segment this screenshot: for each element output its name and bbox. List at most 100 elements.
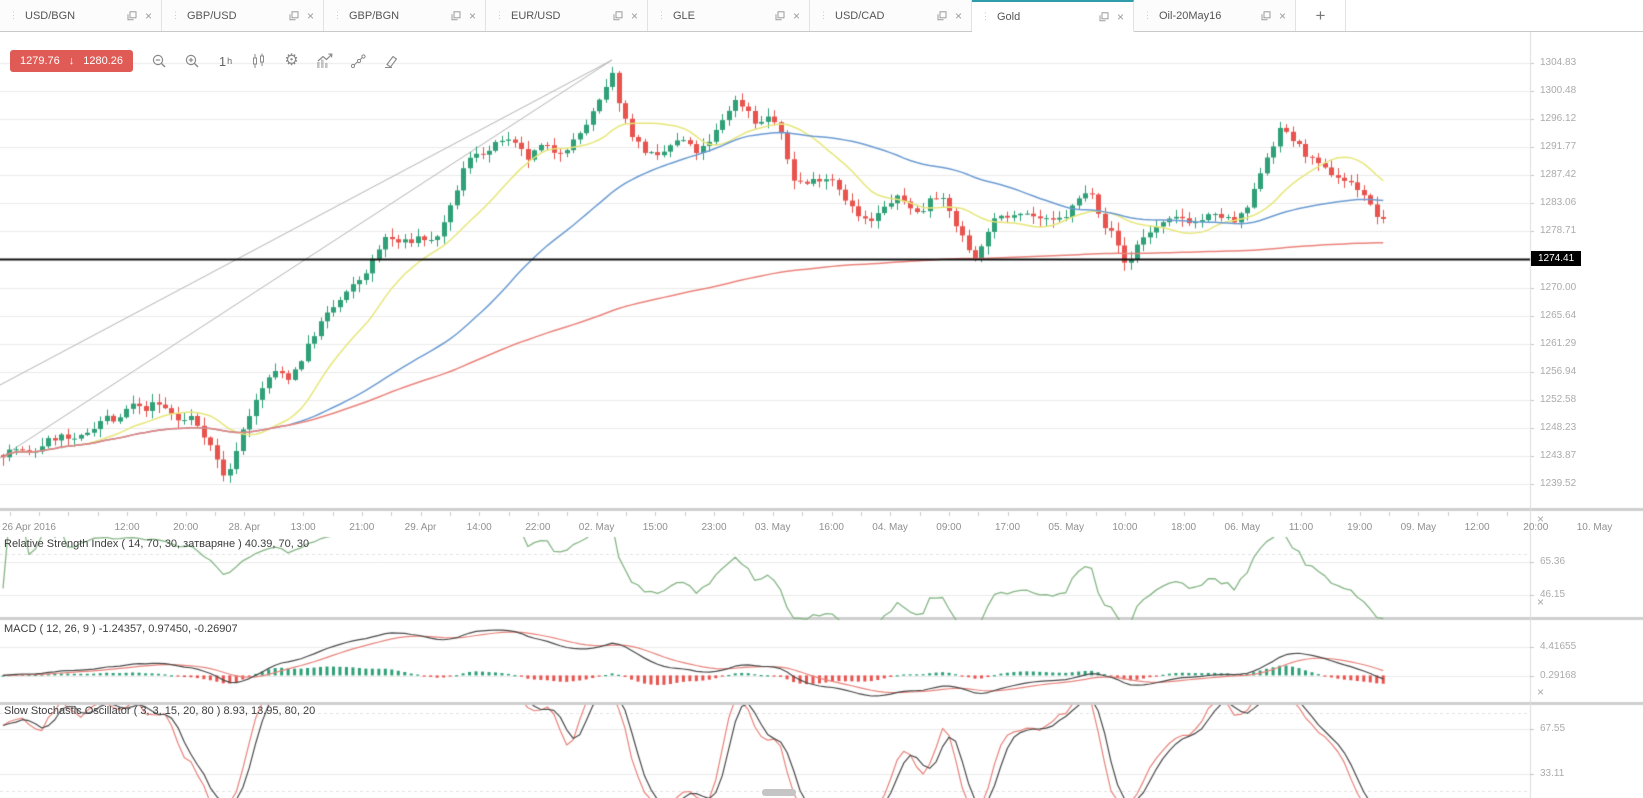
horizontal-scrollbar-thumb[interactable] bbox=[762, 789, 796, 796]
price-axis-label: 1256.94 bbox=[1540, 365, 1577, 377]
zoom-in-icon bbox=[185, 54, 199, 67]
tab-eur-usd[interactable]: ⋮ EUR/USD × bbox=[486, 0, 648, 31]
time-axis-label: 03. May bbox=[754, 522, 791, 533]
tab-popout-icon[interactable] bbox=[775, 10, 785, 21]
candlestick-icon bbox=[253, 53, 265, 68]
tab-drag-handle-icon[interactable]: ⋮ bbox=[819, 10, 828, 20]
time-axis-label: 23:00 bbox=[701, 522, 727, 533]
tab-popout-icon[interactable] bbox=[613, 10, 623, 21]
tab-popout-icon[interactable] bbox=[1099, 11, 1109, 22]
tab-close-icon[interactable]: × bbox=[468, 8, 476, 23]
tab-close-icon[interactable]: × bbox=[1116, 9, 1124, 24]
price-axis-label: 1278.71 bbox=[1540, 225, 1577, 237]
tab-label: GLE bbox=[673, 9, 696, 22]
tab-popout-icon[interactable] bbox=[1261, 10, 1271, 21]
eraser-button[interactable] bbox=[374, 49, 407, 73]
tab-gold[interactable]: ⋮ Gold × bbox=[972, 0, 1134, 32]
tab-popout-icon[interactable] bbox=[127, 10, 137, 21]
chart-style-button[interactable] bbox=[242, 49, 275, 73]
tab-close-icon[interactable]: × bbox=[1278, 8, 1286, 23]
time-axis-start-label: 26 Apr 2016 bbox=[2, 522, 56, 533]
zoom-in-button[interactable] bbox=[176, 49, 209, 73]
time-axis-label: 06. May bbox=[1224, 522, 1261, 533]
price-axis-label: 1296.12 bbox=[1540, 113, 1577, 125]
settings-button[interactable]: ⚙ bbox=[275, 49, 308, 73]
tab-drag-handle-icon[interactable]: ⋮ bbox=[981, 11, 990, 21]
tab-drag-handle-icon[interactable]: ⋮ bbox=[495, 10, 504, 20]
price-axis-label: 1239.52 bbox=[1540, 477, 1577, 489]
tab-label: Oil-20May16 bbox=[1159, 9, 1222, 22]
time-axis-label: 22:00 bbox=[525, 522, 551, 533]
price-chart-canvas[interactable] bbox=[0, 32, 1643, 798]
bid-ask-badge[interactable]: 1279.76 ↓ 1280.26 bbox=[10, 50, 134, 72]
price-direction-down-icon: ↓ bbox=[68, 55, 75, 67]
stoch-axis-label: 33.11 bbox=[1540, 768, 1565, 779]
tab-label: USD/BGN bbox=[25, 9, 76, 22]
tab-close-icon[interactable]: × bbox=[792, 8, 800, 23]
tab-popout-icon[interactable] bbox=[937, 10, 947, 21]
bid-price: 1279.76 bbox=[20, 55, 60, 67]
tab-gbp-usd[interactable]: ⋮ GBP/USD × bbox=[162, 0, 324, 31]
time-axis-label: 17:00 bbox=[994, 522, 1021, 533]
price-axis-current-level-label: 1274.41 bbox=[1531, 251, 1582, 267]
price-axis-label: 1304.83 bbox=[1540, 57, 1577, 68]
stoch-panel-title: Slow Stochastic Oscillator ( 3, 3, 15, 2… bbox=[4, 705, 316, 717]
eraser-icon bbox=[385, 55, 398, 68]
add-tab-button[interactable]: + bbox=[1296, 0, 1346, 31]
time-axis-label: 19:00 bbox=[1347, 522, 1373, 533]
tab-drag-handle-icon[interactable]: ⋮ bbox=[171, 10, 180, 20]
time-axis-label: 10:00 bbox=[1112, 522, 1138, 533]
tab-label: GBP/USD bbox=[187, 9, 237, 22]
time-axis-label: 10. May bbox=[1576, 522, 1613, 533]
tab-drag-handle-icon[interactable]: ⋮ bbox=[1143, 10, 1152, 20]
stoch-axis-label: 67.55 bbox=[1540, 723, 1566, 734]
time-axis-label: 12:00 bbox=[1464, 522, 1490, 533]
tab-usd-bgn[interactable]: ⋮ USD/BGN × bbox=[0, 0, 162, 31]
time-axis-label: 09. May bbox=[1400, 522, 1437, 533]
time-axis-label: 11:00 bbox=[1288, 522, 1314, 533]
close-rsi-panel-button[interactable]: × bbox=[1537, 512, 1545, 526]
close-macd-panel-button[interactable]: × bbox=[1537, 595, 1545, 609]
ask-price: 1280.26 bbox=[83, 55, 124, 67]
time-axis-label: 20:00 bbox=[173, 522, 199, 533]
rsi-axis-label: 46.15 bbox=[1540, 589, 1566, 600]
price-axis-label: 1291.77 bbox=[1540, 141, 1577, 153]
close-stoch-panel-button[interactable]: × bbox=[1537, 685, 1545, 699]
tab-drag-handle-icon[interactable]: ⋮ bbox=[333, 10, 342, 20]
price-axis-label: 1261.29 bbox=[1540, 337, 1577, 349]
price-axis-label: 1252.58 bbox=[1540, 393, 1577, 405]
drawing-tools-button[interactable] bbox=[341, 49, 374, 73]
zoom-out-button[interactable] bbox=[143, 49, 176, 73]
tab-usd-cad[interactable]: ⋮ USD/CAD × bbox=[810, 0, 972, 31]
tab-label: EUR/USD bbox=[511, 9, 561, 22]
tab-drag-handle-icon[interactable]: ⋮ bbox=[9, 10, 18, 20]
price-axis-label: 1243.87 bbox=[1540, 449, 1577, 461]
indicators-button[interactable] bbox=[308, 49, 341, 73]
rsi-panel-title: Relative Strength Index ( 14, 70, 30, за… bbox=[4, 538, 310, 550]
tab-label: USD/CAD bbox=[835, 9, 885, 22]
time-axis-label: 29. Apr bbox=[404, 522, 437, 533]
time-axis-label: 05. May bbox=[1048, 522, 1084, 533]
tab-popout-icon[interactable] bbox=[451, 10, 461, 21]
rsi-axis-label: 65.36 bbox=[1540, 556, 1566, 567]
tab-oil-20may16[interactable]: ⋮ Oil-20May16 × bbox=[1134, 0, 1296, 31]
indicators-icon bbox=[316, 53, 332, 68]
tab-close-icon[interactable]: × bbox=[954, 8, 962, 23]
tab-drag-handle-icon[interactable]: ⋮ bbox=[657, 10, 666, 20]
time-axis-label: 21:00 bbox=[349, 522, 375, 533]
tab-gbp-bgn[interactable]: ⋮ GBP/BGN × bbox=[324, 0, 486, 31]
tab-close-icon[interactable]: × bbox=[306, 8, 314, 23]
zoom-out-icon bbox=[152, 54, 166, 67]
tab-close-icon[interactable]: × bbox=[630, 8, 638, 23]
time-axis-label: 13:00 bbox=[290, 522, 316, 533]
trendline-tool-icon bbox=[350, 53, 366, 68]
price-axis-label: 1283.06 bbox=[1540, 197, 1577, 209]
time-axis-label: 02. May bbox=[578, 522, 615, 533]
tab-popout-icon[interactable] bbox=[289, 10, 299, 21]
tab-gle[interactable]: ⋮ GLE × bbox=[648, 0, 810, 31]
tab-close-icon[interactable]: × bbox=[144, 8, 152, 23]
time-axis-label: 04. May bbox=[872, 522, 908, 533]
